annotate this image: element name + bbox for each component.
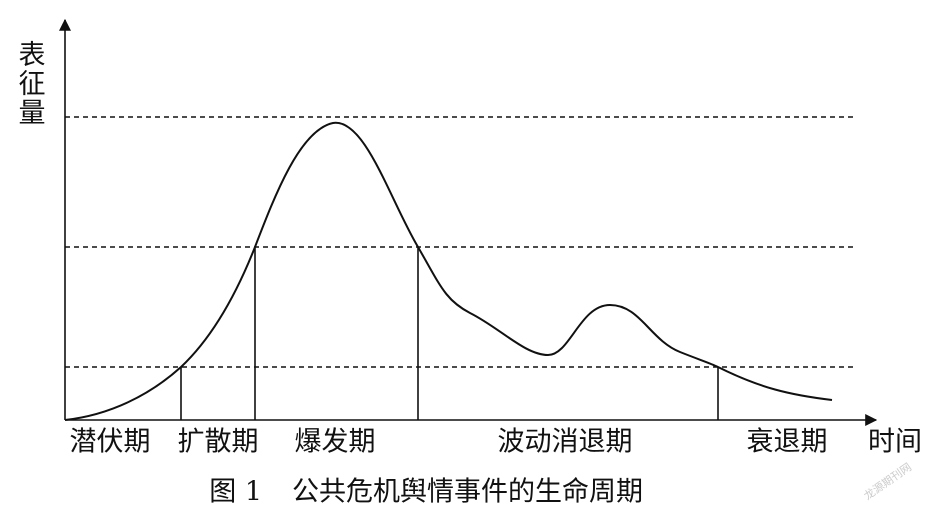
phase-label: 扩散期 [178,427,259,458]
phase-label: 潜伏期 [70,427,151,458]
x-axis-label: 时间 [868,427,922,458]
y-axis-label: 表征量 [14,40,46,127]
lifecycle-curve [64,121,833,421]
phase-label: 衰退期 [747,427,828,458]
phase-label: 爆发期 [295,427,376,458]
caption-number: 图 1 [209,477,262,508]
caption-title: 公共危机舆情事件的生命周期 [292,477,643,508]
reference-lines [65,116,856,420]
watermark: 龙源期刊网 [861,460,914,503]
axes [59,18,878,426]
phase-label: 波动消退期 [498,427,633,458]
